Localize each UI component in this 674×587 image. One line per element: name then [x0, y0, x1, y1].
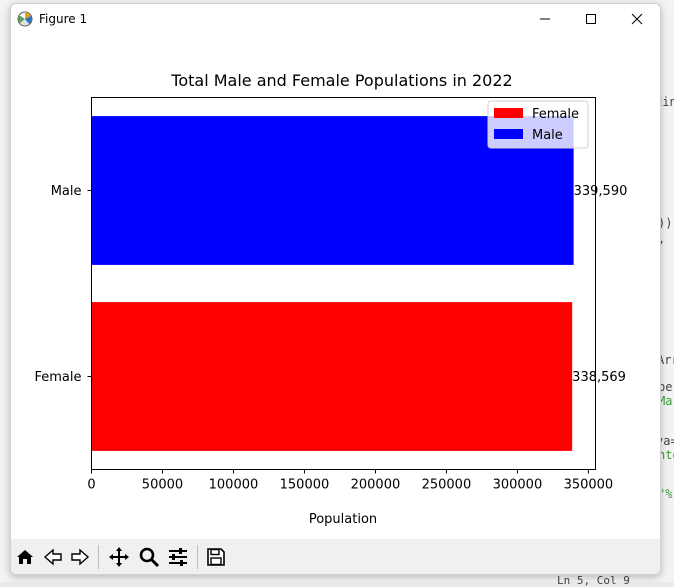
maximize-icon: [586, 14, 596, 24]
figure-window: Figure 1 Total Male and Female Populatio…: [10, 3, 661, 575]
editor-text: Ma: [658, 394, 673, 408]
home-button[interactable]: [13, 546, 37, 568]
configure-subplots-icon: [169, 548, 187, 566]
editor-text: )): [658, 216, 673, 230]
legend-label-male: Male: [532, 128, 563, 143]
x-tick-label: 300000: [493, 478, 543, 493]
x-axis-label: Population: [309, 512, 377, 527]
chart-title: Total Male and Female Populations in 202…: [170, 71, 512, 90]
editor-text: nte: [658, 448, 674, 462]
zoom-button[interactable]: [137, 546, 161, 568]
bar-chart: Total Male and Female Populations in 202…: [34, 71, 628, 527]
status-bar-position: Ln 5, Col 9: [557, 574, 630, 587]
bar-value-label: 339,590: [574, 184, 628, 199]
editor-text: ,: [658, 232, 666, 246]
window-title: Figure 1: [39, 12, 88, 26]
x-tick-label: 0: [87, 478, 95, 493]
forward-button[interactable]: [68, 546, 92, 568]
legend-label-female: Female: [532, 107, 579, 122]
save-icon: [207, 548, 225, 566]
y-tick-label: Female: [34, 370, 81, 385]
toolbar-separator: [197, 545, 198, 569]
figure-canvas[interactable]: Total Male and Female Populations in 202…: [11, 34, 660, 539]
editor-text: "%: [658, 487, 673, 501]
editor-text: Arr: [657, 353, 674, 367]
maximize-button[interactable]: [568, 4, 614, 34]
save-button[interactable]: [204, 546, 228, 568]
configure-subplots-button[interactable]: [166, 546, 190, 568]
minimize-button[interactable]: [522, 4, 568, 34]
minimize-icon: [540, 18, 550, 20]
back-icon: [43, 548, 62, 566]
editor-text: be: [658, 380, 673, 394]
legend-swatch-male: [494, 129, 523, 139]
bar-female: [91, 302, 573, 451]
close-icon: [631, 13, 643, 25]
x-tick-label: 200000: [351, 478, 401, 493]
close-button[interactable]: [614, 4, 660, 34]
zoom-icon: [139, 547, 160, 568]
toolbar-separator: [98, 545, 99, 569]
legend: Female Male: [487, 100, 589, 149]
plot-area-frame: [91, 97, 596, 470]
pan-icon: [109, 547, 129, 567]
back-button[interactable]: [41, 546, 65, 568]
x-tick-label: 100000: [209, 478, 259, 493]
matplotlib-app-icon: [17, 11, 33, 27]
x-tick-label: 150000: [280, 478, 330, 493]
title-bar: Figure 1: [11, 4, 660, 34]
x-tick-label: 350000: [564, 478, 614, 493]
x-tick-label: 250000: [422, 478, 472, 493]
legend-swatch-female: [494, 108, 523, 118]
bar-value-label: 338,569: [572, 370, 626, 385]
y-tick-label: Male: [51, 184, 82, 199]
forward-icon: [71, 548, 90, 566]
navigation-toolbar: [11, 539, 660, 574]
pan-button[interactable]: [107, 546, 131, 568]
home-icon: [17, 550, 33, 564]
x-tick-label: 50000: [142, 478, 183, 493]
